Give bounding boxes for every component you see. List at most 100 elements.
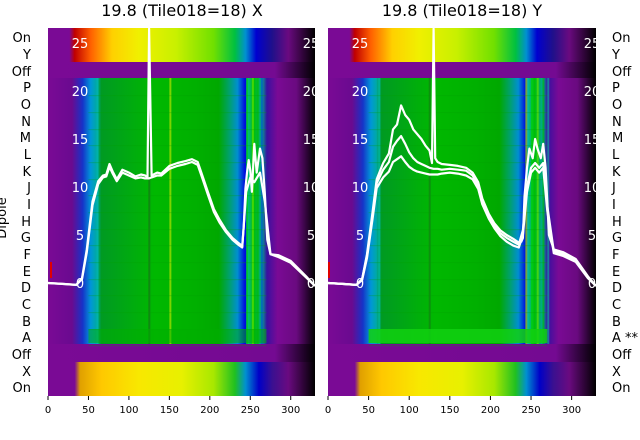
row-label: I: [27, 198, 31, 213]
overlay-series-line: [47, 160, 316, 287]
heatmap-row-divider: [368, 195, 548, 197]
row-label: F: [612, 248, 619, 263]
x-tick-label: 250: [521, 405, 540, 416]
heatmap-marker: [328, 262, 330, 278]
row-label: M: [20, 131, 31, 146]
heatmap-row-divider: [368, 95, 548, 97]
row-label: O: [21, 98, 31, 113]
row-label: Off: [12, 65, 32, 80]
x-tick-label: 300: [562, 405, 581, 416]
overlay-tick-label-right: 5: [307, 229, 315, 244]
overlay-tick-label-right: 10: [584, 181, 601, 196]
heatmap-streak: [169, 78, 172, 344]
row-label: A: [22, 331, 31, 346]
heatmap-band-off-bottom: [328, 344, 596, 362]
heatmap-row-divider: [88, 112, 267, 114]
overlay-tick-label-right: 0: [307, 277, 315, 292]
x-tick-label: 50: [362, 405, 375, 416]
heatmap-streak: [256, 78, 259, 344]
row-label: Y: [22, 48, 31, 63]
row-label: On: [13, 31, 31, 46]
row-label: N: [612, 115, 622, 130]
row-label: P: [23, 81, 31, 96]
right-panel-title: 19.8 (Tile018=18) Y: [382, 1, 543, 20]
overlay-tick-label-right: 20: [584, 85, 601, 100]
heatmap-row-divider: [88, 195, 267, 197]
heatmap-streak: [525, 78, 528, 344]
x-tick-label: 0: [45, 405, 51, 416]
row-label: E: [612, 265, 620, 280]
left-heatmap-panel: 0 0 5 5 10 10 15 15 20 20 25 25: [47, 27, 320, 396]
x-tick-label: 150: [160, 405, 179, 416]
right-x-ticks: 0 50 100 150 200 250 300: [325, 396, 581, 416]
row-label: G: [21, 231, 31, 246]
heatmap-streak: [96, 78, 99, 344]
heatmap-row-divider: [368, 179, 548, 181]
overlay-tick-label-right: 15: [303, 133, 320, 148]
row-label: O: [612, 98, 622, 113]
heatmap-streak: [536, 78, 539, 344]
right-heatmap-panel: 0 0 5 5 10 10 15 15 20 20 25 25: [327, 27, 601, 396]
heatmap-row-divider: [368, 229, 548, 231]
heatmap-row-divider: [88, 312, 267, 314]
x-tick-label: 200: [481, 405, 500, 416]
heatmap-row-divider: [368, 312, 548, 314]
overlay-tick-label: 0: [76, 277, 84, 292]
heatmap-row-divider: [368, 145, 548, 147]
heatmap-band-on-top: [48, 28, 315, 62]
overlay-tick-label-right: 25: [303, 37, 320, 52]
heatmap-row-divider: [368, 162, 548, 164]
row-label: J: [26, 181, 31, 196]
heatmap-row-divider: [88, 95, 267, 97]
x-tick-label: 150: [440, 405, 459, 416]
row-label: N: [21, 115, 31, 130]
heatmap-row-divider: [88, 279, 267, 281]
row-label: C: [612, 298, 621, 313]
heatmap-streak: [246, 78, 249, 344]
heatmap-row-divider: [88, 229, 267, 231]
row-label: M: [612, 131, 623, 146]
heatmap-band-off-top: [328, 62, 596, 78]
overlay-tick-label-right: 15: [584, 133, 601, 148]
overlay-tick-label: 5: [76, 229, 84, 244]
row-label: Off: [612, 348, 632, 363]
overlay-tick-label-right: 25: [584, 37, 601, 52]
x-tick-label: 100: [119, 405, 138, 416]
heatmap-row-divider: [368, 279, 548, 281]
overlay-tick-label: 25: [352, 37, 369, 52]
heatmap-row-divider: [88, 129, 267, 131]
overlay-tick-label: 15: [352, 133, 369, 148]
overlay-series-line: [327, 27, 597, 287]
heatmap-row-divider: [88, 262, 267, 264]
x-tick-label: 250: [241, 405, 260, 416]
row-label: C: [22, 298, 31, 313]
heatmap-band-on-top: [328, 28, 596, 62]
heatmap-band-off-bottom: [48, 344, 315, 362]
row-label: I: [612, 198, 616, 213]
heatmap-stripe-a: [368, 329, 548, 343]
row-label: J: [611, 181, 616, 196]
row-label: E: [23, 265, 31, 280]
heatmap-row-divider: [88, 245, 267, 247]
overlay-tick-label: 15: [72, 133, 89, 148]
overlay-tick-label: 10: [352, 181, 369, 196]
heatmap-band-dipoles: [48, 78, 315, 344]
heatmap-stripe-a: [88, 329, 267, 343]
overlay-tick-label: 25: [72, 37, 89, 52]
heatmap-row-divider: [368, 295, 548, 297]
x-tick-label: 50: [82, 405, 95, 416]
row-label: D: [612, 281, 622, 296]
row-label: X: [22, 365, 31, 380]
heatmap-streak: [428, 78, 431, 344]
row-label: On: [13, 381, 31, 396]
heatmap-row-divider: [368, 129, 548, 131]
row-label: Off: [612, 65, 632, 80]
heatmap-streak: [251, 78, 254, 344]
heatmap-band-off-top: [48, 62, 315, 78]
x-tick-label: 0: [325, 405, 331, 416]
x-tick-label: 200: [200, 405, 219, 416]
row-label: On: [612, 31, 630, 46]
